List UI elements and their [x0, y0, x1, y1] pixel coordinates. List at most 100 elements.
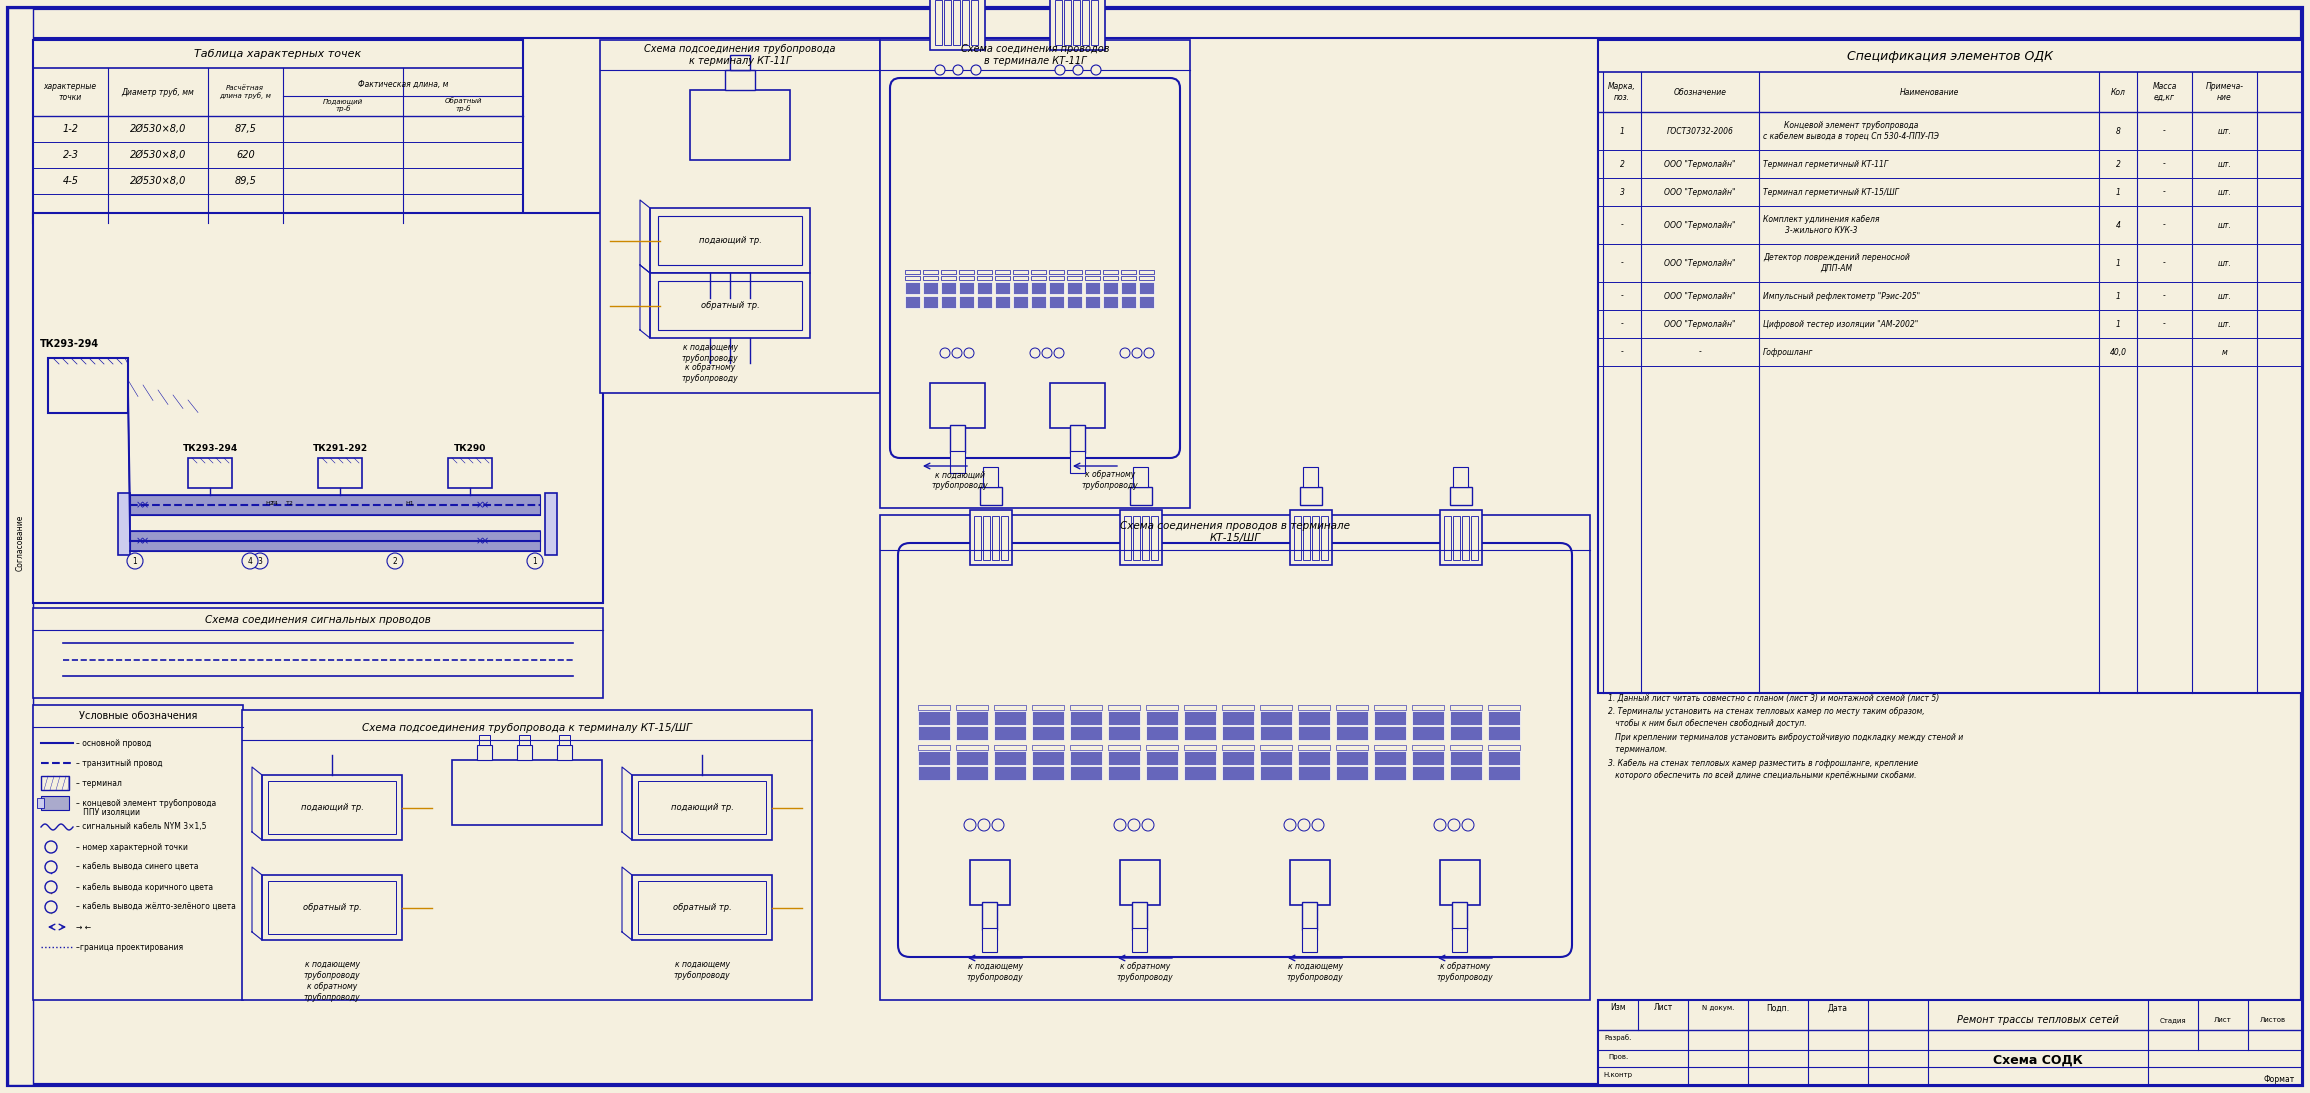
- Circle shape: [940, 348, 949, 359]
- Bar: [993, 751, 1026, 765]
- Text: 1: 1: [2116, 188, 2121, 197]
- Text: Наименование: Наименование: [1899, 87, 1959, 96]
- Bar: [1599, 40, 2303, 693]
- Circle shape: [991, 819, 1005, 831]
- Bar: [1067, 277, 1081, 280]
- Text: шт.: шт.: [2218, 259, 2231, 268]
- Circle shape: [1462, 819, 1474, 831]
- Bar: [1056, 0, 1063, 45]
- Bar: [649, 273, 811, 338]
- Bar: [970, 860, 1009, 905]
- Bar: [1303, 902, 1317, 930]
- Text: Лист: Лист: [1654, 1003, 1672, 1012]
- Text: ТК293-294: ТК293-294: [182, 444, 238, 453]
- Text: шт.: шт.: [2218, 221, 2231, 230]
- Bar: [1298, 726, 1331, 740]
- Text: –граница проектирования: –граница проектирования: [76, 942, 182, 952]
- Bar: [977, 296, 991, 308]
- Bar: [725, 70, 755, 90]
- Circle shape: [1030, 348, 1040, 359]
- Bar: [970, 510, 1012, 565]
- Text: N докум.: N докум.: [1702, 1004, 1735, 1011]
- Bar: [1488, 726, 1520, 740]
- Text: Стадия: Стадия: [2160, 1016, 2185, 1023]
- Bar: [1102, 270, 1118, 274]
- Bar: [993, 712, 1026, 725]
- Bar: [261, 875, 402, 940]
- Bar: [880, 515, 1589, 1000]
- Bar: [448, 458, 492, 487]
- Text: 2: 2: [1619, 160, 1624, 168]
- Text: Масса
ед,кг: Масса ед,кг: [2153, 82, 2176, 102]
- Text: ООО "Термолайн": ООО "Термолайн": [1663, 292, 1735, 301]
- Circle shape: [954, 64, 963, 75]
- Text: Фактическая длина, м: Фактическая длина, м: [358, 80, 448, 89]
- Text: Схема соединения проводов в терминале
КТ-15/ШГ: Схема соединения проводов в терминале КТ…: [1120, 521, 1349, 543]
- Circle shape: [1448, 819, 1460, 831]
- Text: -: -: [1622, 292, 1624, 301]
- Bar: [1051, 0, 1104, 50]
- Bar: [1453, 467, 1467, 487]
- Text: -: -: [1698, 348, 1702, 356]
- Bar: [1070, 766, 1102, 780]
- Bar: [1132, 467, 1148, 487]
- Bar: [917, 751, 949, 765]
- Bar: [982, 902, 998, 930]
- Bar: [924, 277, 938, 280]
- Bar: [1067, 282, 1081, 294]
- Bar: [959, 282, 975, 294]
- Text: 3. Кабель на стенах тепловых камер разместить в гофрошланге, крепление: 3. Кабель на стенах тепловых камер разме…: [1608, 759, 1917, 767]
- Bar: [954, 0, 961, 45]
- Bar: [1049, 277, 1065, 280]
- Text: подающий тр.: подающий тр.: [300, 803, 363, 812]
- Bar: [991, 516, 998, 560]
- Circle shape: [1056, 64, 1065, 75]
- Text: ООО "Термолайн": ООО "Термолайн": [1663, 160, 1735, 168]
- Bar: [1070, 451, 1086, 473]
- Text: к обратному
трубопроводу: к обратному трубопроводу: [1437, 962, 1492, 982]
- Bar: [982, 928, 998, 952]
- Bar: [1335, 745, 1368, 750]
- Text: Н.контр: Н.контр: [1603, 1072, 1633, 1078]
- Bar: [945, 0, 952, 45]
- Bar: [1067, 270, 1081, 274]
- Bar: [1301, 487, 1321, 505]
- Bar: [319, 458, 363, 487]
- Text: 4: 4: [247, 556, 252, 565]
- Bar: [979, 487, 1003, 505]
- Bar: [940, 270, 956, 274]
- Bar: [1294, 516, 1301, 560]
- Text: Листов: Листов: [2259, 1016, 2287, 1023]
- Text: Кол: Кол: [2111, 87, 2125, 96]
- Bar: [993, 745, 1026, 750]
- Bar: [977, 277, 991, 280]
- Circle shape: [243, 553, 259, 569]
- Bar: [1185, 766, 1215, 780]
- Bar: [1259, 751, 1291, 765]
- Bar: [1259, 745, 1291, 750]
- Bar: [1130, 487, 1153, 505]
- Bar: [1303, 467, 1319, 487]
- Text: – концевой элемент трубопровода: – концевой элемент трубопровода: [76, 799, 217, 808]
- Bar: [940, 282, 956, 294]
- Bar: [118, 493, 129, 555]
- Text: шт.: шт.: [2218, 188, 2231, 197]
- Bar: [1109, 766, 1141, 780]
- Bar: [1102, 282, 1118, 294]
- Text: Т2: Т2: [286, 501, 293, 505]
- Bar: [1335, 712, 1368, 725]
- Bar: [906, 277, 919, 280]
- Text: Примеча-
ние: Примеча- ние: [2206, 82, 2243, 102]
- Bar: [917, 705, 949, 710]
- Bar: [1222, 726, 1254, 740]
- Bar: [924, 296, 938, 308]
- Text: 40,0: 40,0: [2109, 348, 2128, 356]
- Text: 620: 620: [236, 150, 254, 160]
- Text: -: -: [1622, 319, 1624, 329]
- Text: к подающему
трубопроводу: к подающему трубопроводу: [1287, 962, 1344, 982]
- Bar: [924, 270, 938, 274]
- Bar: [658, 281, 802, 330]
- Bar: [1321, 516, 1328, 560]
- Text: к подающему
трубопроводу: к подающему трубопроводу: [303, 961, 360, 979]
- Bar: [1451, 705, 1483, 710]
